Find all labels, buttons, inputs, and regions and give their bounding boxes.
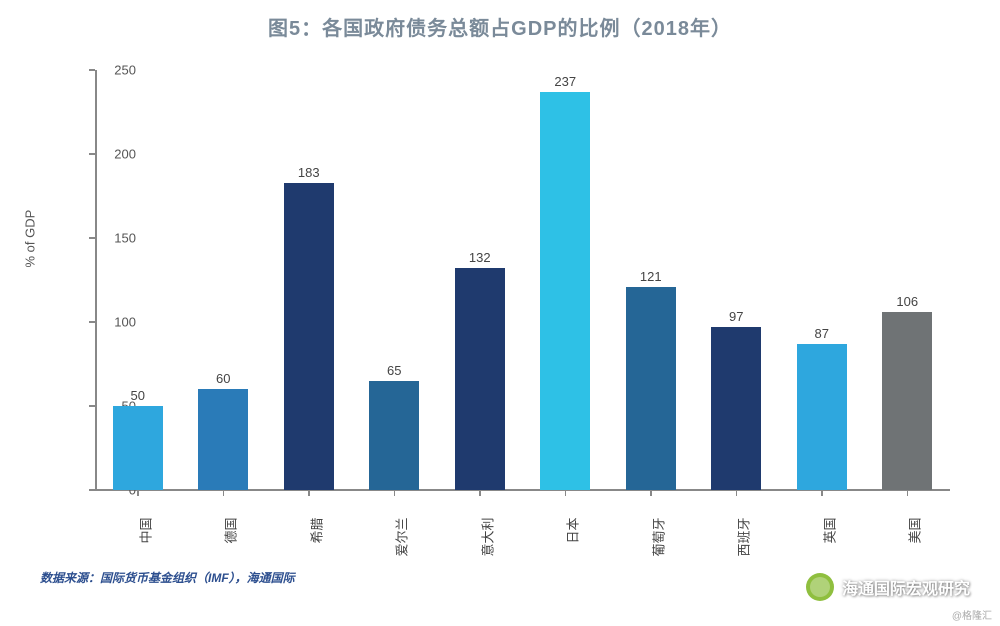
bar [711,327,761,490]
watermark-text: 海通国际宏观研究 [842,575,970,599]
bar-value-label: 106 [877,294,937,309]
bar [882,312,932,490]
x-tick [137,490,139,496]
bar-value-label: 121 [621,269,681,284]
x-tick [394,490,396,496]
y-axis-label: % of GDP [23,210,38,268]
bars-group [95,70,950,490]
bar-value-label: 237 [535,74,595,89]
x-category-label: 希腊 [306,518,325,544]
small-credit: @格隆汇 [952,607,992,622]
x-category-label: 美国 [905,518,924,544]
x-category-label: 日本 [563,518,582,544]
source-text: 数据来源：国际货币基金组织（IMF），海通国际 [40,569,295,586]
x-tick [736,490,738,496]
watermark: 海通国际宏观研究 [806,573,970,601]
x-category-label: 德国 [221,518,240,544]
x-tick [650,490,652,496]
bar [198,389,248,490]
x-tick [223,490,225,496]
x-tick [907,490,909,496]
bar-value-label: 87 [792,326,852,341]
chart-title: 图5：各国政府债务总额占GDP的比例（2018年） [0,12,1000,41]
bar-value-label: 50 [108,388,168,403]
x-category-label: 西班牙 [734,518,753,557]
chart-container: 图5：各国政府债务总额占GDP的比例（2018年） % of GDP 05010… [0,0,1000,626]
bar [540,92,590,490]
bar-value-label: 60 [193,371,253,386]
x-category-label: 爱尔兰 [392,518,411,557]
bar [113,406,163,490]
bar [455,268,505,490]
x-category-label: 葡萄牙 [648,518,667,557]
bar-value-label: 97 [706,309,766,324]
bar-value-label: 183 [279,165,339,180]
bar [369,381,419,490]
x-tick [308,490,310,496]
x-category-label: 意大利 [477,518,496,557]
bar [797,344,847,490]
x-tick [565,490,567,496]
x-tick [479,490,481,496]
bar-value-label: 132 [450,250,510,265]
x-category-label: 中国 [135,518,154,544]
bar-value-label: 65 [364,363,424,378]
x-category-label: 英国 [819,518,838,544]
bar [626,287,676,490]
bar [284,183,334,490]
wechat-icon [806,573,834,601]
x-tick [821,490,823,496]
